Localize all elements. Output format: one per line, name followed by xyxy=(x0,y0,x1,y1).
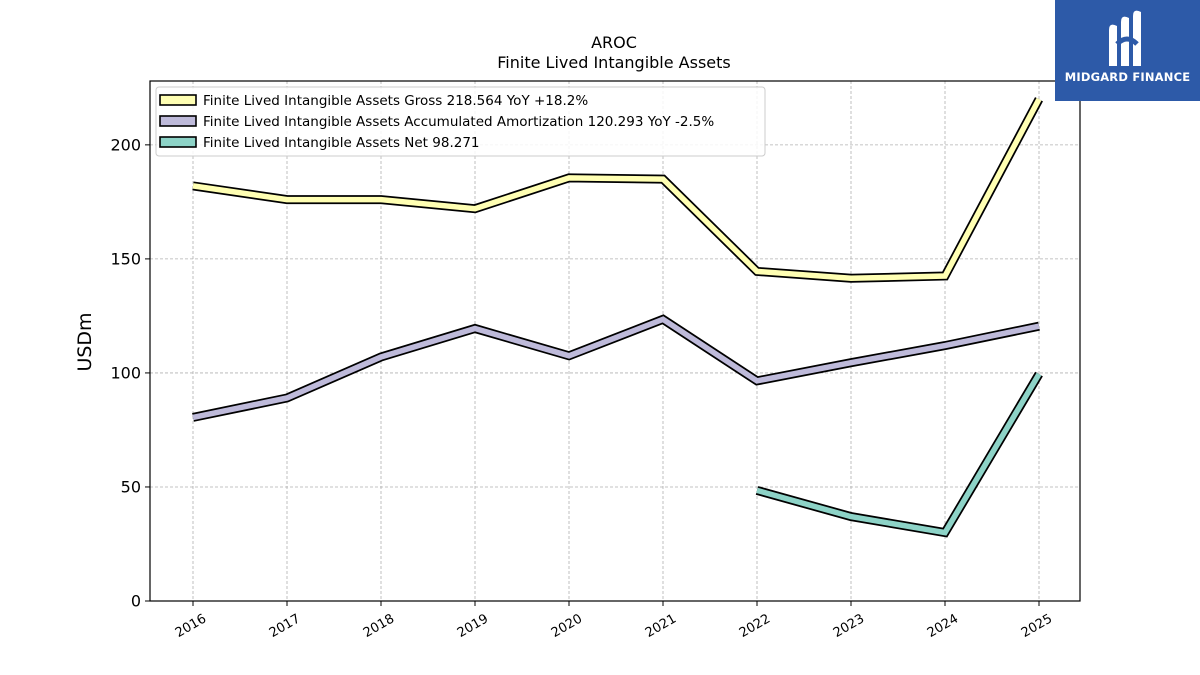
x-axis-ticks: 2016 2017 2018 2019 2020 2021 2022 2023 2024 2025 xyxy=(173,601,1055,641)
legend-label: Finite Lived Intangible Assets Accumulat… xyxy=(203,114,714,130)
legend-swatch xyxy=(159,115,197,127)
y-tick-label: 150 xyxy=(110,249,141,268)
legend-swatch xyxy=(159,94,197,106)
y-tick-label: 200 xyxy=(110,135,141,154)
series-line-1 xyxy=(192,97,1042,282)
x-tick-label: 2024 xyxy=(925,611,961,641)
legend-label: Finite Lived Intangible Assets Net 98.27… xyxy=(203,135,480,151)
legend: Finite Lived Intangible Assets Gross 218… xyxy=(155,86,766,157)
x-tick-label: 2022 xyxy=(737,611,773,641)
x-tick-label: 2023 xyxy=(831,611,867,641)
y-tick-label: 100 xyxy=(110,363,141,382)
y-axis-ticks: 0 50 100 150 200 xyxy=(110,135,150,611)
midgard-logo-icon xyxy=(1109,10,1141,67)
x-tick-label: 2016 xyxy=(173,611,209,641)
legend-swatch xyxy=(159,136,197,148)
series-line-2 xyxy=(192,316,1040,421)
series-line-outline xyxy=(192,314,1040,422)
logo-text: MIDGARD FINANCE xyxy=(1064,70,1191,84)
legend-box xyxy=(155,86,766,157)
chart-subtitle: Finite Lived Intangible Assets xyxy=(497,53,730,72)
series-layer xyxy=(192,97,1043,538)
series-line-3 xyxy=(756,372,1042,536)
plot-frame xyxy=(149,80,1081,602)
x-tick-label: 2020 xyxy=(549,611,585,641)
x-tick-label: 2021 xyxy=(643,611,679,641)
x-tick-label: 2025 xyxy=(1019,611,1055,641)
y-axis-label: USDm xyxy=(74,312,96,371)
chart-title: AROC xyxy=(591,33,637,52)
x-tick-label: 2019 xyxy=(455,611,491,641)
x-tick-label: 2017 xyxy=(267,611,303,641)
legend-label: Finite Lived Intangible Assets Gross 218… xyxy=(203,93,588,109)
x-tick-label: 2018 xyxy=(361,611,397,641)
y-tick-label: 0 xyxy=(131,592,141,611)
series-line-outline xyxy=(755,371,1043,538)
brand-logo: MIDGARD FINANCE xyxy=(1055,0,1200,101)
y-tick-label: 50 xyxy=(121,477,141,496)
